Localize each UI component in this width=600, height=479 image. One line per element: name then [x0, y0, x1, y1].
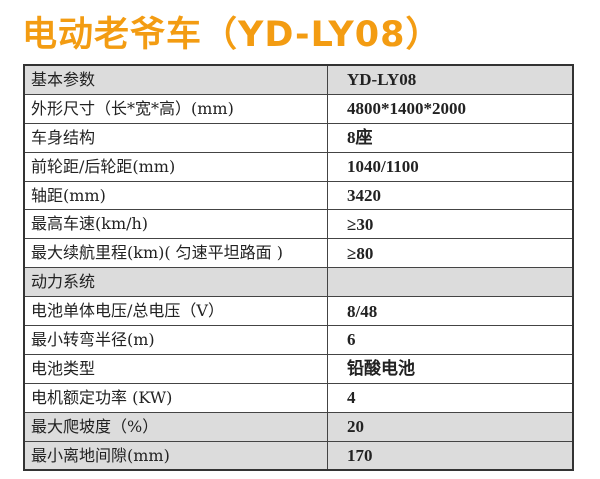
spec-label: 外形尺寸（长*宽*高）(mm): [23, 93, 328, 124]
spec-label: 基本参数: [23, 64, 328, 95]
spec-value: 4: [327, 382, 574, 413]
spec-label: 最高车速(km/h): [23, 209, 328, 240]
table-row: 基本参数 YD-LY08: [23, 64, 574, 95]
spec-label: 电池类型: [23, 353, 328, 384]
table-row: 最大爬坡度（%） 20: [23, 411, 574, 442]
spec-value: 4800*1400*2000: [327, 93, 574, 124]
page-title: 电动老爷车（YD-LY08）: [22, 15, 442, 55]
table-row: 轴距(mm) 3420: [23, 180, 574, 211]
spec-label: 轴距(mm): [23, 180, 328, 211]
table-row: 外形尺寸（长*宽*高）(mm) 4800*1400*2000: [23, 93, 574, 124]
spec-value: 3420: [327, 180, 574, 211]
spec-value: 6: [327, 325, 574, 355]
spec-value: 1040/1100: [327, 151, 574, 182]
table-row: 电池单体电压/总电压（V） 8/48: [23, 296, 574, 327]
spec-value: 8/48: [327, 296, 574, 327]
spec-label: 最大爬坡度（%）: [23, 411, 328, 442]
spec-table: 基本参数 YD-LY08 外形尺寸（长*宽*高）(mm) 4800*1400*2000…: [23, 64, 574, 472]
table-row: 最小转弯半径(m) 6: [23, 325, 574, 355]
spec-value: ≥80: [327, 238, 574, 269]
table-row: 车身结构 8座: [23, 122, 574, 153]
spec-label: 前轮距/后轮距(mm): [23, 151, 328, 182]
table-row: 电机额定功率 (KW) 4: [23, 382, 574, 413]
spec-value: 20: [327, 411, 574, 442]
spec-label: 动力系统: [23, 267, 328, 298]
spec-value: 8座: [327, 122, 574, 153]
spec-value: 170: [327, 440, 574, 471]
table-row: 最小离地间隙(mm) 170: [23, 440, 574, 471]
spec-value: ≥30: [327, 209, 574, 240]
table-row: 前轮距/后轮距(mm) 1040/1100: [23, 151, 574, 182]
spec-value: YD-LY08: [327, 64, 574, 95]
spec-value: 铅酸电池: [327, 353, 574, 384]
spec-label: 最小转弯半径(m): [23, 325, 328, 355]
spec-label: 最大续航里程(km)( 匀速平坦路面 ): [23, 238, 328, 269]
table-row: 最高车速(km/h) ≥30: [23, 209, 574, 240]
spec-label: 最小离地间隙(mm): [23, 440, 328, 471]
spec-label: 电机额定功率 (KW): [23, 382, 328, 413]
table-row: 动力系统: [23, 267, 574, 298]
table-row: 电池类型 铅酸电池: [23, 353, 574, 384]
table-row: 最大续航里程(km)( 匀速平坦路面 ) ≥80: [23, 238, 574, 269]
spec-value: [327, 267, 574, 298]
spec-label: 电池单体电压/总电压（V）: [23, 296, 328, 327]
spec-label: 车身结构: [23, 122, 328, 153]
